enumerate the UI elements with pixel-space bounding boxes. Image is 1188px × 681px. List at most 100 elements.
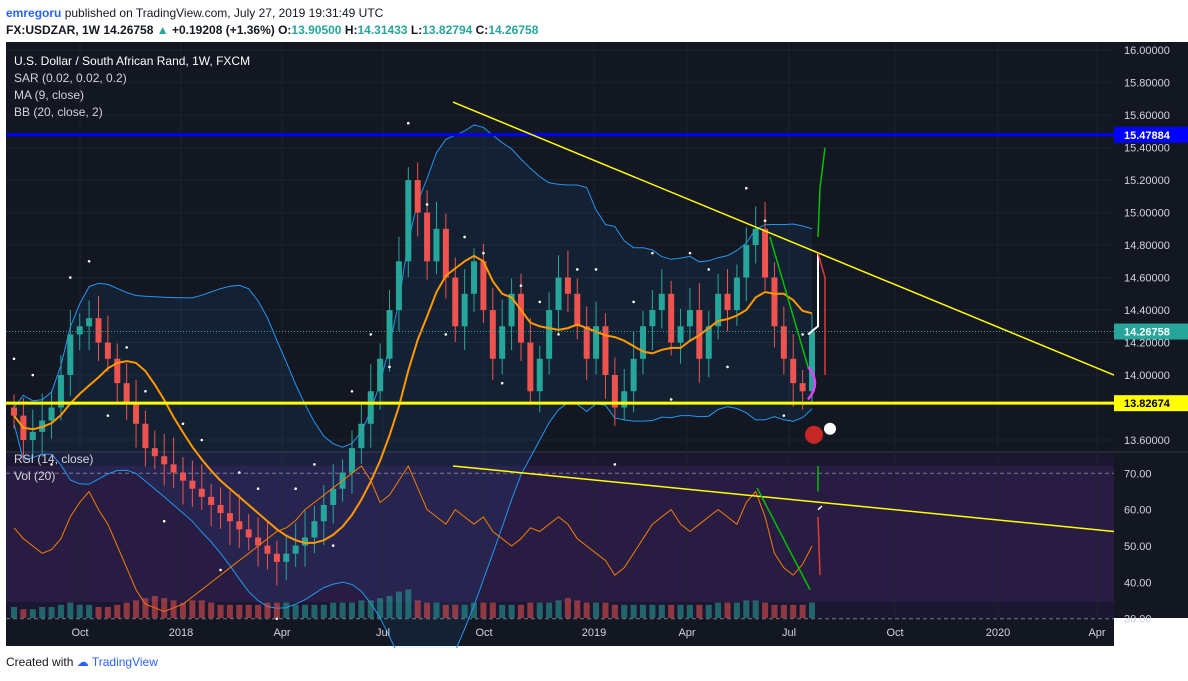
author-link[interactable]: emregoru	[6, 6, 62, 20]
tradingview-brand[interactable]: TradingView	[91, 655, 158, 669]
candle-body	[621, 391, 628, 408]
candle-body	[433, 228, 440, 262]
candle-body	[442, 228, 449, 278]
candle-body	[11, 407, 17, 416]
projection-white	[807, 253, 819, 336]
sar-dot	[144, 389, 147, 393]
sar-dot	[538, 300, 542, 304]
volume-bar	[377, 598, 384, 618]
header: emregoru published on TradingView.com, J…	[0, 0, 1188, 44]
o-label: O:	[278, 23, 292, 37]
level-label: 15.47884	[1124, 130, 1171, 142]
volume-bar	[649, 604, 656, 618]
price-tick-label: 15.60000	[1124, 110, 1170, 122]
rsi-tick-label: 60.00	[1124, 505, 1152, 517]
volume-bar	[499, 604, 506, 618]
candle-body	[780, 326, 787, 359]
volume-bar	[395, 591, 402, 618]
volume-bar	[76, 604, 83, 618]
symbol: FX:USDZAR, 1W	[6, 23, 100, 37]
high-value: 14.31433	[357, 23, 408, 37]
price-tick-label: 15.80000	[1124, 78, 1170, 90]
candle-body	[489, 310, 496, 359]
volume-bar	[677, 604, 684, 618]
x-tick-label: Jul	[782, 627, 796, 639]
sar-dot	[519, 284, 523, 287]
candle-body	[752, 228, 759, 246]
candle-body	[705, 326, 712, 359]
candle-body	[57, 375, 64, 408]
sar-dot	[632, 300, 635, 304]
volume-bar	[405, 589, 412, 618]
sar-dot	[801, 333, 804, 336]
volume-bar	[461, 604, 468, 618]
price-chart[interactable]: 15.47884 13.82674 14.26758 Oct 2018 Apr Jul Oc…	[0, 42, 1188, 648]
volume-bar	[226, 604, 233, 618]
bollinger-lower	[13, 402, 813, 648]
candle-body	[395, 261, 402, 311]
volume-bar	[555, 600, 562, 618]
candle-body	[546, 310, 553, 359]
last-price-label: 14.26758	[1124, 327, 1170, 339]
sar-dot	[444, 333, 448, 336]
volume-bar	[508, 604, 515, 618]
level-label: 13.82674	[1124, 398, 1171, 410]
x-tick-label: Apr	[1088, 627, 1105, 639]
trendline-yellow	[452, 101, 1115, 376]
volume-bar	[104, 607, 111, 618]
sar-dot	[31, 373, 35, 377]
ma-legend[interactable]: MA (9, close)	[14, 88, 85, 102]
sar-dot	[613, 463, 617, 466]
candle-body	[602, 326, 609, 376]
h-label: H:	[344, 23, 358, 37]
rsi-projection-red	[817, 516, 821, 576]
volume-bar	[339, 602, 346, 618]
candle-body	[104, 342, 111, 359]
volume-bar	[630, 604, 637, 618]
l-label: L:	[410, 23, 423, 37]
candle-body	[236, 521, 243, 530]
bb-legend[interactable]: BB (20, close, 2)	[14, 105, 103, 119]
rsi-tick-label: 50.00	[1124, 541, 1152, 553]
tradingview-logo-icon[interactable]: ☁	[76, 655, 89, 669]
x-tick-label: Jul	[376, 627, 390, 639]
price-tick-label: 15.40000	[1124, 143, 1170, 155]
candle-body	[733, 277, 740, 311]
candle-body	[161, 456, 168, 465]
vol-legend[interactable]: Vol (20)	[14, 469, 56, 483]
sar-dot	[575, 268, 579, 271]
sar-dot	[482, 251, 485, 255]
volume-bar	[358, 600, 365, 618]
rsi-tick-label: 30.00	[1124, 614, 1152, 626]
sar-legend[interactable]: SAR (0.02, 0.02, 0.2)	[14, 71, 127, 85]
candle-body	[649, 310, 656, 327]
rsi-tick-label: 70.00	[1124, 468, 1152, 480]
candle-body	[273, 553, 280, 562]
sar-dot	[87, 260, 91, 263]
volume-bar	[348, 602, 355, 618]
volume-bar	[264, 602, 271, 618]
sar-dot	[12, 357, 16, 361]
candle-body	[217, 504, 224, 514]
candle-body	[311, 521, 318, 538]
candle-body	[48, 407, 55, 421]
candle-body	[508, 293, 515, 327]
volume-bar	[442, 604, 449, 618]
rsi-legend[interactable]: RSI (14, close)	[14, 452, 94, 466]
sar-dot	[763, 219, 767, 222]
price-tick-label: 15.20000	[1124, 175, 1170, 187]
created-with: Created with	[6, 655, 74, 669]
rsi-trendline-yellow	[452, 465, 1115, 533]
candle-body	[630, 358, 637, 392]
sar-dot	[106, 414, 110, 417]
candle-body	[255, 537, 262, 546]
price-tick-label: 16.00000	[1124, 45, 1170, 57]
sar-dot	[707, 268, 711, 271]
candle-body	[76, 326, 83, 335]
volume-bar	[790, 604, 797, 618]
level-label-bg	[1114, 126, 1188, 143]
volume-bar	[762, 602, 769, 618]
volume-bar	[611, 604, 618, 618]
price-tick-label: 14.80000	[1124, 240, 1170, 252]
candle-body	[208, 496, 215, 505]
